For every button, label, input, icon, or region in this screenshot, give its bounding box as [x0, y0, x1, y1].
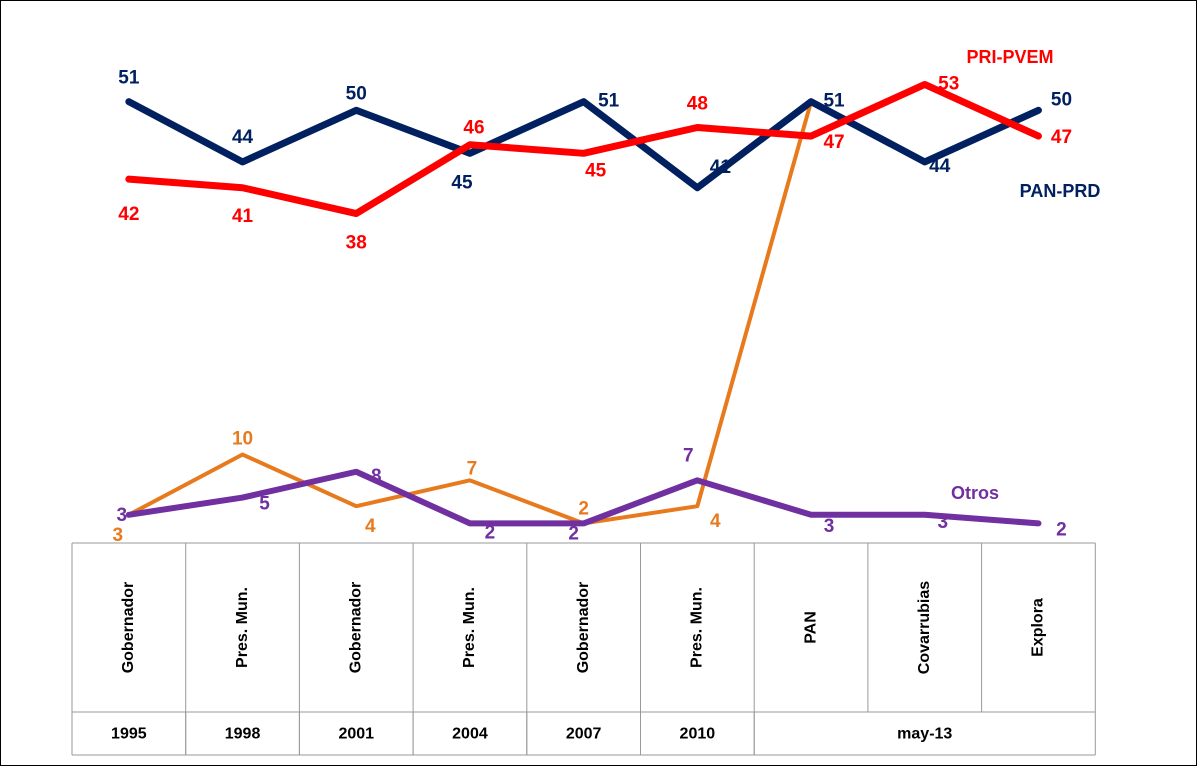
x-tick-label: Gobernador [347, 582, 364, 674]
series-label: PAN-PRD [1020, 181, 1101, 201]
data-label: 41 [710, 157, 732, 178]
x-tick-label: Covarrubias [916, 581, 933, 674]
x-tick-label: Pres. Mun. [234, 587, 251, 668]
x-group-label: 2001 [338, 726, 374, 743]
x-tick-label: Pres. Mun. [461, 587, 478, 668]
data-label: 45 [585, 160, 607, 181]
data-label: 3 [113, 525, 124, 546]
data-label: 46 [463, 118, 484, 139]
series-line [125, 80, 1042, 218]
data-label: 38 [346, 233, 367, 254]
data-label: 51 [118, 68, 140, 89]
data-label: 7 [683, 445, 694, 466]
data-label: 44 [929, 156, 951, 177]
x-tick-label: PAN [802, 611, 819, 644]
x-group-label: may-13 [897, 726, 952, 743]
data-label: 4 [365, 516, 376, 537]
x-tick-label: Explora [1030, 598, 1047, 657]
x-group-label: 2010 [680, 726, 716, 743]
data-label: 41 [232, 206, 254, 227]
data-label: 50 [346, 83, 367, 104]
x-group-label: 1998 [225, 726, 261, 743]
x-group-label: 2007 [566, 726, 602, 743]
data-label: 48 [687, 94, 708, 115]
data-label: 53 [938, 73, 959, 94]
data-label: 47 [1051, 127, 1072, 148]
x-group-label: 2004 [452, 726, 488, 743]
x-tick-label: Gobernador [120, 582, 137, 674]
data-label: 3 [937, 512, 948, 533]
series-label: PRI-PVEM [966, 47, 1053, 67]
data-label: 51 [598, 91, 620, 112]
data-label: 3 [117, 505, 128, 526]
data-label: 45 [451, 172, 473, 193]
series-line [126, 99, 814, 526]
series-line [125, 468, 1042, 527]
data-label: 42 [118, 204, 139, 225]
data-label: 51 [823, 91, 845, 112]
x-tick-label: Pres. Mun. [689, 587, 706, 668]
category-table: Gobernador Pres. Mun. Gobernador Pres. Mun.… [71, 542, 1096, 756]
data-label: 8 [371, 466, 382, 487]
data-label: 47 [823, 132, 844, 153]
data-label: 5 [259, 494, 270, 515]
x-group-label: 1995 [111, 726, 147, 743]
data-label: 50 [1051, 89, 1072, 110]
data-label: 2 [568, 523, 579, 544]
series-label: Otros [951, 483, 999, 503]
data-label: 2 [485, 522, 496, 543]
data-label: 2 [578, 498, 589, 519]
data-label: 2 [1056, 519, 1067, 540]
x-tick-label: Gobernador [575, 582, 592, 674]
data-label: 44 [232, 127, 254, 148]
data-label: 3 [824, 516, 835, 537]
data-label: 4 [710, 511, 721, 532]
data-label: 10 [232, 429, 253, 450]
data-label: 7 [467, 458, 478, 479]
series-line [125, 98, 1042, 192]
